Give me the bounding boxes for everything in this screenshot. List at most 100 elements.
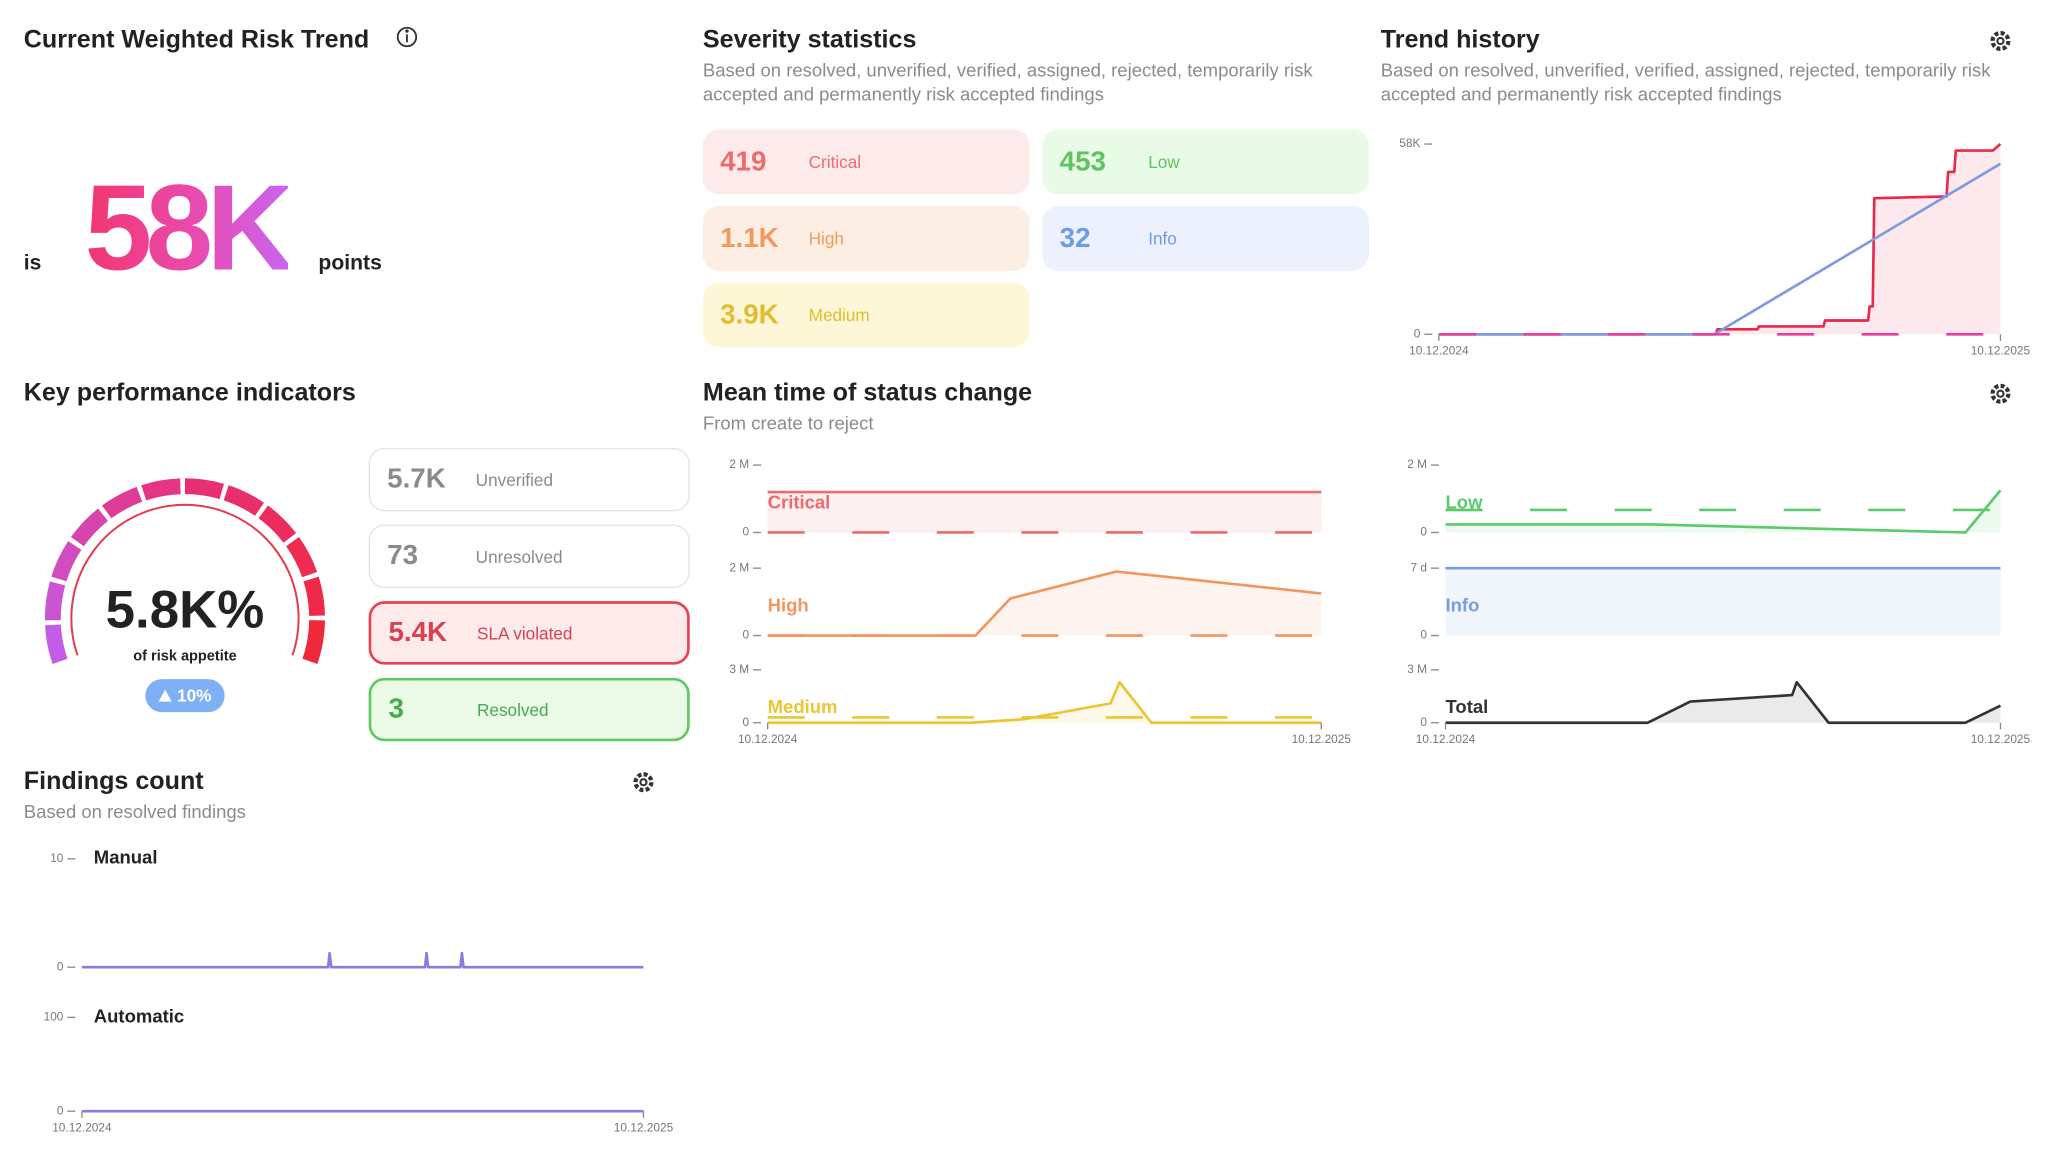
x-tick-label: 10.12.2025 bbox=[1292, 732, 1352, 746]
gauge-segment bbox=[184, 478, 224, 500]
area bbox=[767, 571, 1322, 636]
stat-card: 419 Critical bbox=[702, 129, 1030, 195]
area bbox=[767, 492, 1322, 533]
card-value: 5.4K bbox=[388, 617, 448, 648]
gear-teeth bbox=[1990, 383, 2011, 404]
line bbox=[1445, 680, 2002, 725]
x-tick-label: 10.12.2025 bbox=[614, 1121, 674, 1135]
gauge-segment bbox=[286, 537, 318, 578]
card-value: 419 bbox=[720, 146, 767, 177]
gear-hub bbox=[639, 778, 648, 787]
card-label: High bbox=[808, 228, 844, 249]
settings-icon[interactable] bbox=[633, 772, 654, 793]
y-tick-label: 2 M bbox=[729, 457, 749, 471]
gauge-segment bbox=[141, 478, 181, 501]
widget-title: Trend history bbox=[1380, 26, 1540, 55]
gear-teeth bbox=[1990, 30, 2011, 52]
gear-hub bbox=[1996, 389, 2005, 398]
y-tick-label: 10 bbox=[50, 851, 64, 865]
risk-value: 58K bbox=[84, 161, 295, 296]
y-tick-label: 2 M bbox=[1407, 457, 1427, 471]
stat-card: 3 Resolved bbox=[368, 677, 690, 742]
y-tick-label: 58K bbox=[1399, 136, 1420, 150]
card-value: 73 bbox=[387, 540, 419, 571]
y-tick-label: 0 bbox=[743, 628, 750, 642]
y-tick-label: 3 M bbox=[1407, 662, 1427, 676]
gauge-segment bbox=[302, 620, 326, 664]
y-tick-label: 0 bbox=[1420, 628, 1427, 642]
info-circle bbox=[396, 26, 418, 48]
widget-title: Severity statistics bbox=[702, 26, 917, 55]
card-label: Unresolved bbox=[475, 546, 563, 567]
gauge-inner-arc bbox=[70, 503, 300, 656]
gauge-segment bbox=[223, 485, 264, 516]
y-tick-label: 100 bbox=[44, 1010, 64, 1024]
line bbox=[767, 680, 1322, 725]
gear-teeth bbox=[633, 772, 654, 793]
x-tick-label: 10.12.2025 bbox=[1971, 732, 2031, 746]
stat-card: 32 Info bbox=[1042, 206, 1369, 271]
gauge-segment bbox=[303, 576, 326, 616]
info-icon[interactable] bbox=[396, 26, 418, 48]
widget-title: Current Weighted Risk Trend bbox=[23, 26, 370, 55]
area bbox=[1445, 568, 2001, 636]
x-tick-label: 10.12.2024 bbox=[1416, 732, 1476, 746]
widget-subtitle: Based on resolved findings bbox=[23, 800, 246, 822]
info-dot bbox=[405, 29, 409, 33]
gauge-value: 5.8K% bbox=[105, 581, 265, 640]
y-tick-label: 3 M bbox=[729, 662, 749, 676]
card-label: Info bbox=[1148, 228, 1177, 249]
gauge-segment bbox=[101, 486, 143, 519]
suffix: points bbox=[318, 252, 382, 275]
card-label: Resolved bbox=[476, 699, 549, 720]
card-value: 3.9K bbox=[720, 299, 779, 330]
widget-title: Key performance indicators bbox=[23, 379, 356, 407]
panel-label: Info bbox=[1445, 594, 1479, 615]
card-label: Medium bbox=[808, 305, 870, 326]
up-arrow bbox=[158, 689, 172, 702]
change-badge: 10% bbox=[145, 679, 225, 713]
gauge-segment bbox=[70, 508, 108, 547]
card-label: Unverified bbox=[475, 469, 554, 490]
area bbox=[1445, 490, 2001, 533]
settings-icon[interactable] bbox=[1990, 383, 2011, 404]
card-label: Critical bbox=[808, 151, 862, 172]
card-value: 5.7K bbox=[387, 463, 446, 495]
gear-hub bbox=[1996, 36, 2005, 46]
x-tick-label: 10.12.2024 bbox=[52, 1121, 112, 1135]
y-tick-label: 0 bbox=[57, 1103, 64, 1117]
widget-subtitle: Based on resolved, unverified, verified,… bbox=[1380, 59, 1991, 105]
y-tick-label: 0 bbox=[57, 959, 64, 973]
area bbox=[1438, 144, 2001, 335]
gauge-segment bbox=[258, 505, 297, 543]
y-tick-label: 0 bbox=[1414, 326, 1421, 340]
gauge-segment bbox=[44, 581, 66, 621]
settings-icon[interactable] bbox=[1990, 30, 2011, 52]
gauge-segment bbox=[45, 624, 68, 664]
panel-label: Medium bbox=[768, 696, 838, 717]
y-tick-label: 2 M bbox=[729, 560, 749, 574]
card-value: 453 bbox=[1059, 146, 1106, 177]
card-label: SLA violated bbox=[476, 622, 573, 643]
stat-card: 73 Unresolved bbox=[368, 524, 690, 588]
stat-card: 5.7K Unverified bbox=[368, 447, 690, 512]
stat-card: 3.9K Medium bbox=[702, 282, 1030, 348]
card-label: Low bbox=[1148, 151, 1180, 172]
stat-card: 453 Low bbox=[1042, 129, 1369, 195]
panel-label: Total bbox=[1445, 696, 1488, 717]
panel-label: Manual bbox=[94, 847, 158, 868]
widget-title: Mean time of status change bbox=[702, 379, 1033, 407]
y-tick-label: 0 bbox=[743, 525, 750, 539]
gauge-segment bbox=[51, 541, 82, 582]
y-tick-label: 0 bbox=[1420, 715, 1427, 729]
card-value: 1.1K bbox=[720, 222, 779, 254]
gauge-caption: of risk appetite bbox=[133, 648, 237, 665]
card-value: 3 bbox=[388, 693, 404, 725]
line bbox=[767, 570, 1322, 637]
card-value: 32 bbox=[1059, 222, 1091, 254]
stat-card: 1.1K High bbox=[702, 206, 1030, 271]
stat-card: 5.4K SLA violated bbox=[368, 601, 690, 665]
